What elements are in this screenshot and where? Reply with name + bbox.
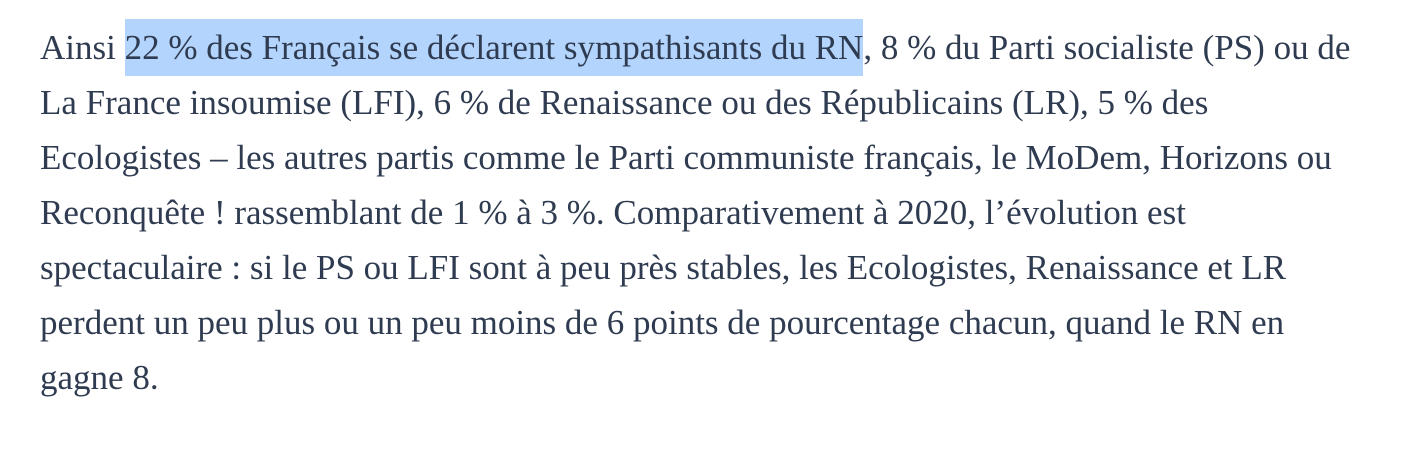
article-paragraph: Ainsi 22 % des Français se déclarent sym…	[40, 19, 1354, 405]
selected-text-highlight[interactable]: 22 % des Français se déclarent sympathis…	[124, 19, 864, 76]
paragraph-text-after-selection: , 8 % du Parti socialiste (PS) ou de La …	[40, 28, 1351, 397]
article-body: Ainsi 22 % des Français se déclarent sym…	[40, 19, 1354, 405]
paragraph-text-before-selection: Ainsi	[40, 28, 125, 67]
